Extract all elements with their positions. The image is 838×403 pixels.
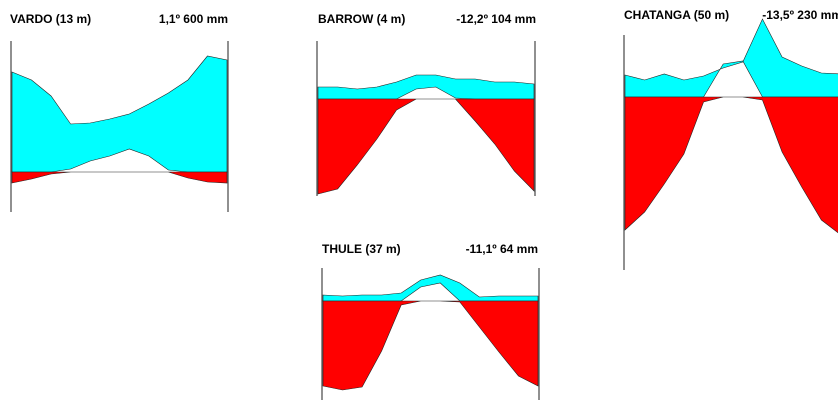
cold-area	[322, 300, 539, 391]
cold-area	[11, 171, 228, 184]
station-name-label: BARROW (4 m)	[318, 12, 405, 26]
climograph-chatanga: CHATANGA (50 m) -13,5º 230 mm	[623, 8, 838, 270]
warm-area	[317, 74, 535, 100]
station-stats-label: -12,2º 104 mm	[456, 12, 536, 26]
warm-area	[11, 55, 228, 173]
climograph-barrow: BARROW (4 m) -12,2º 104 mm	[316, 12, 536, 196]
station-stats-label: 1,1º 600 mm	[159, 12, 228, 26]
climograph-thule: THULE (37 m) -11,1º 64 mm	[321, 242, 540, 400]
station-name-label: VARDO (13 m)	[10, 12, 91, 26]
warm-area	[322, 274, 539, 302]
station-name-label: THULE (37 m)	[322, 242, 401, 256]
climograph-vardo: VARDO (13 m) 1,1º 600 mm	[10, 12, 229, 212]
station-stats-label: -11,1º 64 mm	[466, 242, 538, 256]
cold-area	[317, 98, 535, 195]
warm-area	[624, 18, 838, 98]
station-stats-label: -13,5º 230 mm	[762, 8, 838, 22]
station-name-label: CHATANGA (50 m)	[624, 8, 729, 22]
cold-area	[624, 96, 838, 234]
